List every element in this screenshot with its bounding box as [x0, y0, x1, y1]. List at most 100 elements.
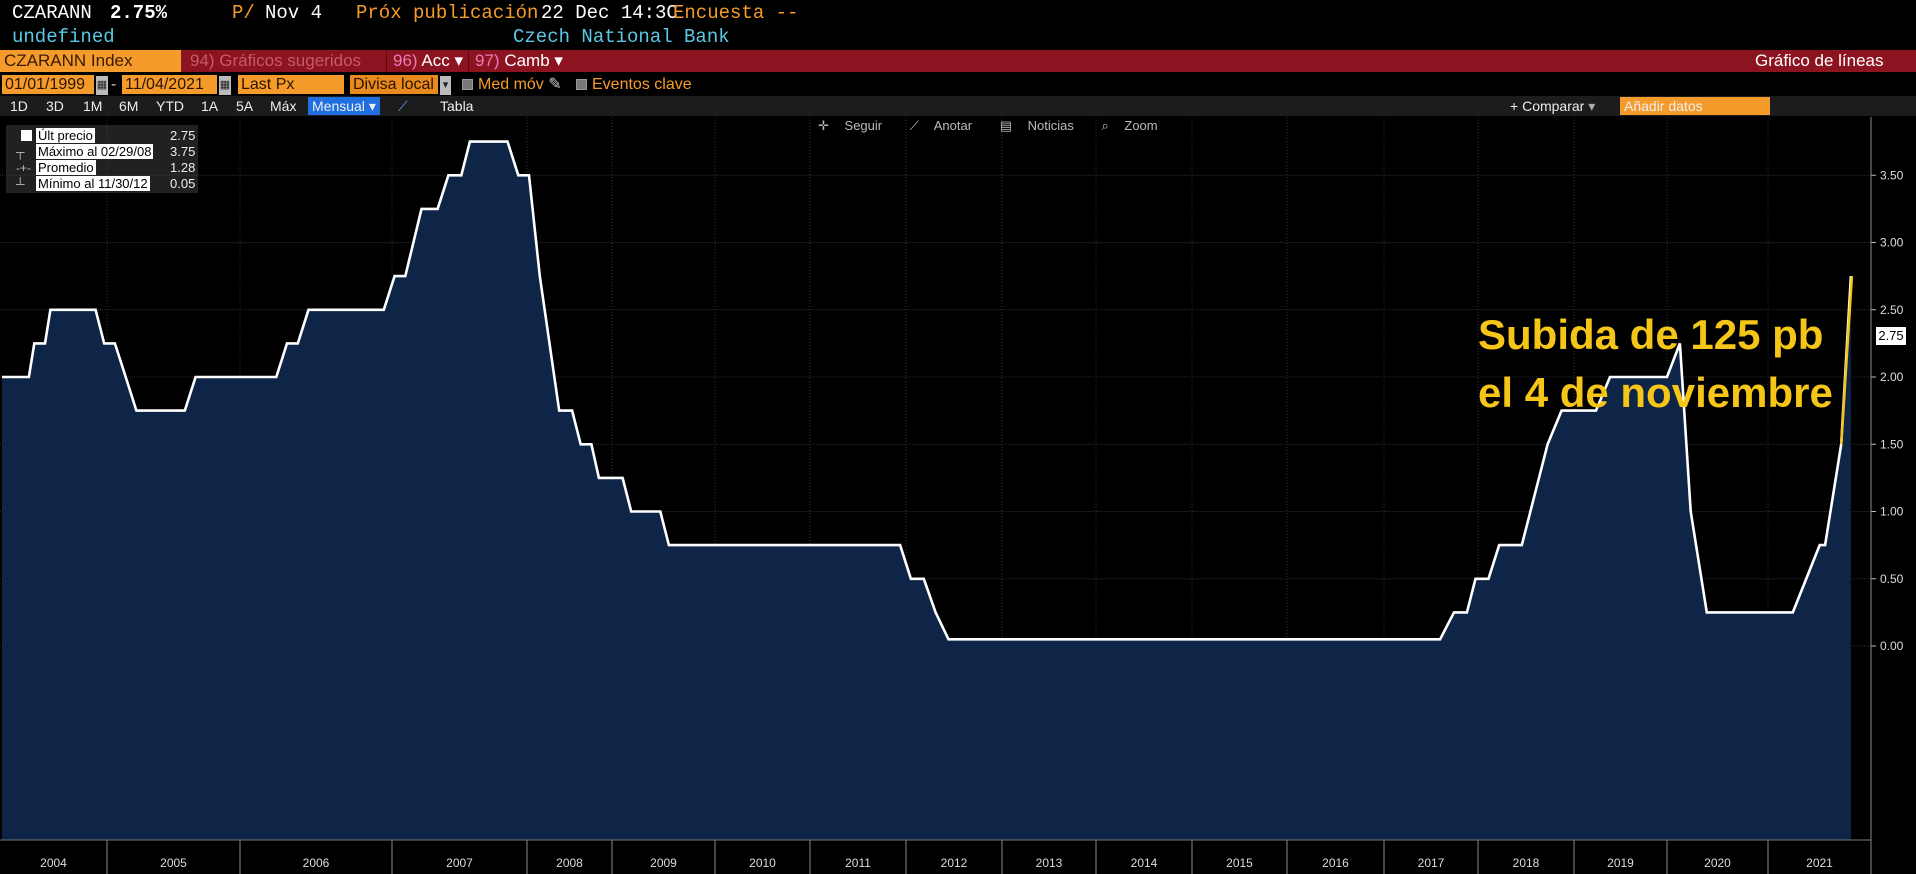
chevron-down-icon: ▾ — [1588, 98, 1596, 114]
series-area-fill — [2, 141, 1851, 841]
x-tick-label: 2014 — [1131, 856, 1158, 870]
currency-select[interactable]: Divisa local — [350, 75, 438, 94]
annotation-line — [1839, 276, 1854, 445]
security-subheader: undefined Czech National Bank — [0, 25, 1916, 49]
follow-label: Seguir — [844, 118, 883, 133]
moving-average-toggle[interactable]: Med móv ✎ — [462, 75, 562, 94]
y-tick-label: 3.50 — [1880, 168, 1904, 182]
x-tick-label: 2009 — [650, 856, 677, 870]
max-marker-icon: ┬ — [16, 145, 25, 159]
period-1d[interactable]: 1D — [10, 98, 28, 114]
date-range-row: 01/01/1999 ▦ - 11/04/2021 ▦ Last Px Divi… — [0, 74, 1916, 96]
period-5a[interactable]: 5A — [236, 98, 254, 114]
frequency-label: Mensual — [312, 98, 365, 114]
calendar-icon[interactable]: ▦ — [219, 76, 231, 95]
checkbox-icon — [576, 79, 587, 91]
news-icon: ▤ — [999, 118, 1012, 133]
chart-type-label[interactable]: Gráfico de líneas — [1755, 51, 1884, 70]
function-toolbar: CZARANN Index 94) Gráficos sugeridos 96)… — [0, 50, 1916, 72]
plus-icon: + — [1510, 98, 1519, 114]
ticker-label: CZARANN — [12, 2, 92, 24]
chart-tools: ✛ Seguir ⟋ Anotar ▤ Noticias ⌕ Zoom — [818, 118, 1182, 134]
change-label: Camb — [504, 51, 550, 70]
x-axis-labels: 2004 2005 2006 2007 2008 2009 2010 2011 2012 2013… — [0, 839, 1872, 874]
period-max[interactable]: Máx — [270, 98, 297, 114]
add-data-input[interactable]: Añadir datos — [1620, 97, 1770, 115]
x-tick-label: 2007 — [446, 856, 473, 870]
date-separator: - — [111, 76, 117, 93]
legend-row-last: Últ precio 2.75 — [6, 128, 198, 144]
annotate-icon: ⟋ — [909, 118, 919, 133]
crosshair-icon: ✛ — [818, 118, 829, 133]
x-tick-label: 2005 — [160, 856, 187, 870]
next-release-value: 22 Dec 14:3C — [541, 2, 678, 24]
x-tick-label: 2017 — [1418, 856, 1445, 870]
annotation-line-1: Subida de 125 pb — [1478, 311, 1824, 358]
series-swatch — [21, 130, 32, 141]
y-tick-label: 2.50 — [1880, 303, 1904, 317]
last-value: 2.75% — [110, 2, 168, 24]
series-line — [2, 140, 1853, 641]
period-6m[interactable]: 6M — [119, 98, 139, 114]
annotation-line-2: el 4 de noviembre — [1478, 369, 1833, 416]
annotate-button[interactable]: ⟋ Anotar — [910, 118, 984, 133]
zoom-label: Zoom — [1124, 118, 1158, 133]
min-marker-icon: ┴ — [16, 177, 25, 191]
frequency-select[interactable]: Mensual ▾ — [308, 97, 380, 115]
key-events-toggle[interactable]: Eventos clave — [576, 75, 692, 94]
end-date-field[interactable]: 11/04/2021 — [122, 75, 217, 94]
legend-label: Promedio — [36, 160, 96, 175]
zoom-icon: ⌕ — [1101, 118, 1109, 133]
next-release-label: Próx publicación — [356, 2, 539, 24]
survey-label: Encuesta -- — [673, 2, 799, 24]
news-button[interactable]: ▤ Noticias — [1000, 118, 1086, 133]
security-field[interactable]: CZARANN Index — [0, 50, 181, 72]
change-menu[interactable]: 97) Camb ▾ — [468, 50, 569, 72]
start-date-field[interactable]: 01/01/1999 — [2, 75, 94, 94]
security-header: CZARANN 2.75% P/ Nov 4 Próx publicación … — [0, 0, 1916, 25]
x-tick-label: 2010 — [749, 856, 776, 870]
chart-annotation: Subida de 125 pb el 4 de noviembre — [1478, 306, 1833, 422]
legend-row-min: ┴ Mínimo al 11/30/12 0.05 — [6, 176, 198, 192]
period-ytd[interactable]: YTD — [156, 98, 184, 114]
period-3d[interactable]: 3D — [46, 98, 64, 114]
legend-label: Mínimo al 11/30/12 — [36, 176, 150, 191]
legend-label: Últ precio — [36, 128, 95, 143]
news-label: Noticias — [1027, 118, 1074, 133]
actions-menu[interactable]: 96) Acc ▾ — [386, 50, 469, 72]
y-tick-label: 3.00 — [1880, 236, 1904, 250]
compare-button[interactable]: + Comparar ▾ — [1510, 97, 1595, 115]
legend-value: 2.75 — [170, 128, 196, 143]
legend-value: 3.75 — [170, 144, 196, 159]
legend-box[interactable]: Últ precio 2.75 ┬ Máximo al 02/29/08 3.7… — [6, 125, 198, 193]
period-1m[interactable]: 1M — [83, 98, 103, 114]
period-1a[interactable]: 1A — [201, 98, 219, 114]
follow-button[interactable]: ✛ Seguir — [818, 118, 894, 133]
y-tick-label: 1.50 — [1880, 437, 1904, 451]
table-button[interactable]: Tabla — [440, 98, 474, 114]
price-field-select[interactable]: Last Px — [238, 75, 344, 94]
zoom-button[interactable]: ⌕ Zoom — [1101, 118, 1169, 133]
annotate-label: Anotar — [933, 118, 973, 133]
actions-num: 96) — [393, 51, 418, 70]
x-tick-label: 2013 — [1036, 856, 1063, 870]
line-chart-icon[interactable]: ⟋ — [398, 98, 408, 114]
period-selector-row: 1D 3D 1M 6M YTD 1A 5A Máx Mensual ▾ ⟋ Ta… — [0, 96, 1916, 116]
chevron-down-icon: ▾ — [454, 51, 463, 70]
release-date: Nov 4 — [265, 2, 323, 24]
suggested-charts-button[interactable]: 94) Gráficos sugeridos — [190, 51, 362, 70]
undefined-label: undefined — [12, 26, 115, 48]
legend-label: Máximo al 02/29/08 — [36, 144, 154, 159]
y-tick-label: 0.50 — [1880, 572, 1904, 586]
legend-row-max: ┬ Máximo al 02/29/08 3.75 — [6, 144, 198, 160]
line-chart[interactable]: 0.000.501.001.502.002.503.003.504.00 200… — [0, 117, 1916, 874]
dropdown-arrow-icon[interactable]: ▾ — [440, 76, 451, 95]
x-tick-label: 2020 — [1704, 856, 1731, 870]
x-tick-label: 2008 — [556, 856, 583, 870]
y-tick-label: 0.00 — [1880, 639, 1904, 653]
calendar-icon[interactable]: ▦ — [96, 76, 108, 95]
chevron-down-icon: ▾ — [554, 51, 563, 70]
pencil-icon: ✎ — [548, 76, 562, 93]
x-tick-label: 2016 — [1322, 856, 1349, 870]
x-tick-label: 2021 — [1806, 856, 1833, 870]
